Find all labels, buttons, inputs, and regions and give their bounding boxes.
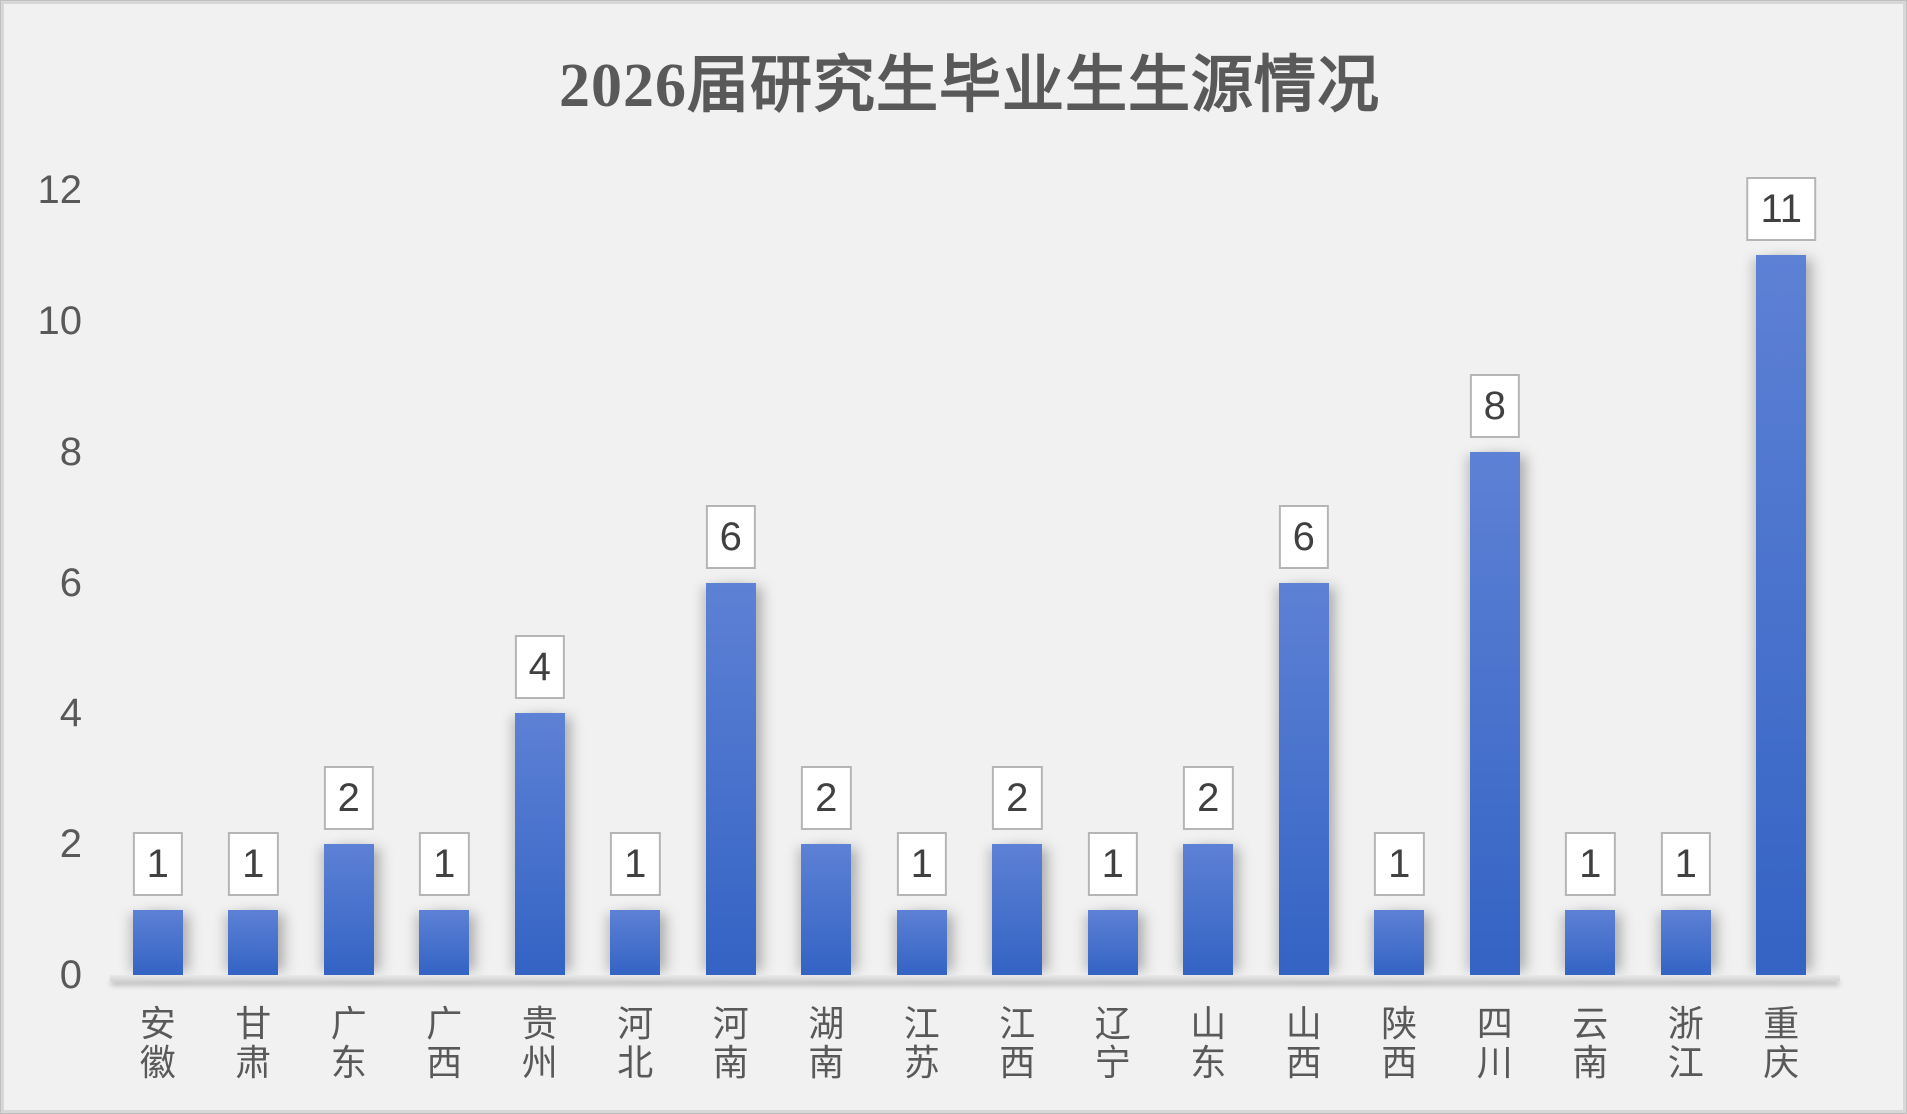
x-axis-label: 重 庆	[1763, 1004, 1800, 1083]
bar-group: 1 河 北	[588, 190, 684, 1083]
bar-group: 2 江 西	[970, 190, 1066, 1083]
y-axis-tick: 2	[59, 822, 82, 867]
x-axis-line	[110, 975, 1840, 981]
bar	[610, 909, 661, 975]
bar-group: 1 广 西	[397, 190, 493, 1083]
bar-value-label: 4	[514, 635, 565, 700]
bar-group: 1 辽 宁	[1065, 190, 1161, 1083]
bar-group: 6 山 西	[1256, 190, 1352, 1083]
x-axis-label: 广 西	[426, 1004, 463, 1083]
bar-value-label: 1	[228, 831, 279, 896]
y-axis: 0 2 4 6 8 10 12	[4, 4, 83, 1110]
x-axis-label: 安 徽	[139, 1004, 176, 1083]
bar-group: 1 江 苏	[874, 190, 970, 1083]
y-axis-tick: 6	[59, 560, 82, 605]
x-axis-label: 云 南	[1572, 1004, 1609, 1083]
bar-group: 8 四 川	[1447, 190, 1543, 1083]
y-axis-tick: 0	[59, 953, 82, 997]
bar	[1087, 909, 1138, 975]
x-axis-label: 河 南	[712, 1004, 749, 1083]
bar-value-label: 2	[323, 766, 374, 831]
y-axis-tick: 12	[37, 168, 83, 212]
x-axis-label: 甘 肃	[235, 1004, 272, 1083]
bar	[419, 909, 470, 975]
bar-group: 6 河 南	[683, 190, 779, 1083]
bar	[132, 909, 183, 975]
x-axis-label: 河 北	[617, 1004, 654, 1083]
x-axis-label: 湖 南	[808, 1004, 845, 1083]
bar-group: 11 重 庆	[1734, 177, 1830, 1083]
bar-group: 2 广 东	[301, 190, 397, 1083]
x-axis-label: 辽 宁	[1094, 1004, 1131, 1083]
bar-value-label: 6	[705, 504, 756, 569]
bar-value-label: 1	[1087, 831, 1138, 896]
bar	[896, 909, 947, 975]
bar-group: 1 甘 肃	[206, 190, 302, 1083]
x-axis-label: 广 东	[330, 1004, 367, 1083]
bar	[705, 582, 756, 975]
bar	[1660, 909, 1711, 975]
bar	[1469, 451, 1520, 975]
bar-group: 1 安 徽	[110, 190, 206, 1083]
bar-value-label: 2	[1183, 766, 1234, 831]
y-axis-tick: 8	[59, 429, 82, 474]
bar-value-label: 6	[1278, 504, 1329, 569]
x-axis-label: 贵 州	[521, 1004, 558, 1083]
bar-value-label: 8	[1469, 373, 1520, 438]
bar	[1374, 909, 1425, 975]
bar	[323, 844, 374, 975]
bar-group: 4 贵 州	[492, 190, 588, 1083]
x-axis-label: 江 苏	[903, 1004, 940, 1083]
bar-group: 1 云 南	[1543, 190, 1639, 1083]
y-axis-tick: 10	[37, 298, 83, 343]
x-axis-label: 浙 江	[1667, 1004, 1704, 1083]
bar-value-label: 11	[1746, 177, 1817, 242]
bar-value-label: 1	[896, 831, 947, 896]
bar	[992, 844, 1043, 975]
x-axis-label: 四 川	[1476, 1004, 1513, 1083]
bar	[801, 844, 852, 975]
bar-value-label: 1	[419, 831, 470, 896]
x-axis-label: 江 西	[999, 1004, 1036, 1083]
x-axis-label: 山 西	[1285, 1004, 1322, 1083]
bar-group: 2 山 东	[1161, 190, 1257, 1083]
bar-value-label: 1	[610, 831, 661, 896]
bar	[1183, 844, 1234, 975]
bar-value-label: 1	[1374, 831, 1425, 896]
bar-group: 1 浙 江	[1638, 190, 1734, 1083]
bar	[228, 909, 279, 975]
bar	[1278, 582, 1329, 975]
bar-value-label: 2	[992, 766, 1043, 831]
bar	[1565, 909, 1616, 975]
x-axis-label: 山 东	[1190, 1004, 1227, 1083]
x-axis-label: 陕 西	[1381, 1004, 1418, 1083]
bar-value-label: 2	[801, 766, 852, 831]
bar-value-label: 1	[1565, 831, 1616, 896]
bar-value-label: 1	[1660, 831, 1711, 896]
plot-area: 1 安 徽 1 甘 肃 2 广 东 1 广 西 4 贵 州 1 河 北 6 河 南 2 湖 南 1 江 苏 2 江 西…	[110, 177, 1830, 1083]
bar	[514, 713, 565, 975]
bar-group: 1 陕 西	[1352, 190, 1448, 1083]
chart-title: 2026届研究生毕业生生源情况	[558, 52, 1380, 120]
bar-group: 2 湖 南	[779, 190, 875, 1083]
bar-value-label: 1	[132, 831, 183, 896]
bar	[1756, 255, 1807, 975]
y-axis-tick: 4	[59, 691, 82, 736]
